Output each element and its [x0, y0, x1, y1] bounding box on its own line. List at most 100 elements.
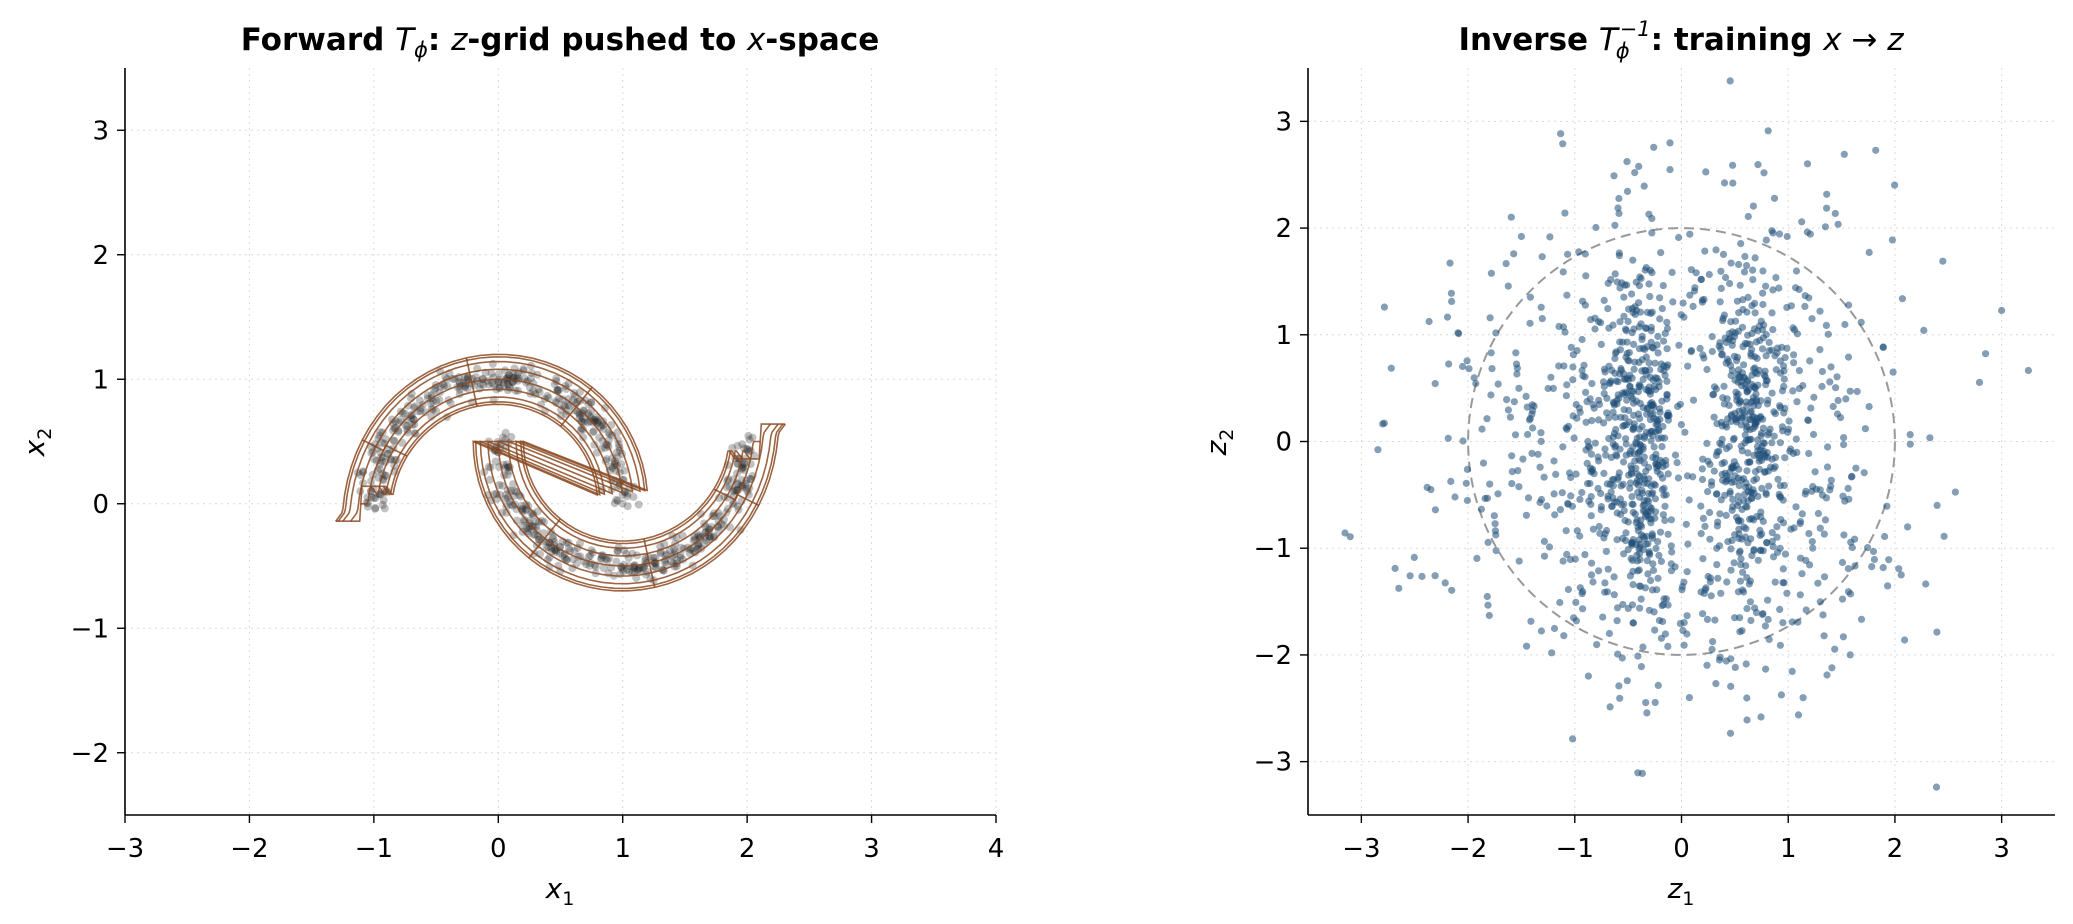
right-scatter-point: [1564, 585, 1572, 594]
right-scatter-point: [1581, 250, 1589, 258]
right-scatter-point: [1608, 476, 1616, 484]
right-scatter-point: [1821, 223, 1829, 231]
left-scatter-point: [503, 493, 512, 502]
pushed-grid-line: [735, 423, 786, 460]
right-scatter-point: [1707, 592, 1715, 600]
right-scatter-point: [1709, 390, 1718, 398]
right-scatter-point: [1448, 586, 1456, 594]
left-scatter-point: [746, 474, 755, 483]
left-scatter-point: [551, 548, 560, 557]
left-scatter-point: [512, 505, 521, 514]
right-scatter-point: [1879, 343, 1887, 351]
right-scatter-point: [1691, 284, 1699, 292]
right-scatter-point: [1794, 711, 1803, 719]
right-scatter-point: [1726, 489, 1734, 498]
right-scatter-point: [1776, 544, 1784, 552]
right-scatter-point: [1717, 267, 1725, 275]
right-scatter-point: [1492, 329, 1500, 337]
left-scatter-point: [506, 500, 515, 509]
left-scatter-point: [380, 504, 389, 513]
right-scatter-point: [1975, 378, 1984, 386]
right-scatter-point: [1816, 598, 1824, 606]
right-scatter-point: [1487, 349, 1495, 357]
right-scatter-point: [1721, 421, 1729, 429]
right-scatter-point: [1716, 510, 1724, 518]
right-scatter-point: [1512, 360, 1521, 368]
right-scatter-point: [1740, 588, 1748, 596]
left-scatter-point: [577, 424, 586, 433]
right-scatter-point: [1601, 579, 1609, 587]
right-scatter-point: [1708, 347, 1716, 356]
right-scatter-point: [1573, 414, 1581, 422]
right-scatter-point: [1486, 314, 1494, 322]
right-scatter-point: [1744, 497, 1752, 505]
right-scatter-point: [1675, 341, 1683, 349]
left-scatter-point: [580, 417, 589, 426]
left-scatter-point: [628, 568, 637, 577]
left-scatter-point: [407, 411, 416, 420]
right-scatter-point: [1779, 519, 1788, 527]
left-scatter-point: [476, 380, 485, 389]
right-scatter-point: [1776, 439, 1784, 447]
right-scatter-point: [1611, 221, 1619, 229]
right-scatter-point: [1593, 641, 1601, 649]
right-scatter-point: [1483, 592, 1491, 601]
right-scatter-point: [1723, 578, 1731, 586]
left-scatter-point: [640, 563, 648, 572]
left-scatter-point: [613, 453, 622, 462]
pushed-grid-line: [337, 356, 739, 545]
right-scatter-point: [1570, 614, 1578, 622]
right-scatter-point: [1729, 503, 1737, 511]
right-scatter-point: [1787, 525, 1795, 533]
left-scatter-point: [455, 385, 464, 394]
left-scatter-point: [694, 530, 703, 539]
right-scatter-point: [1652, 454, 1660, 462]
right-title: Inverse Tϕ−1: training x → z: [1458, 17, 1904, 63]
right-scatter-point: [1536, 498, 1544, 507]
right-scatter-point: [1445, 360, 1453, 368]
right-scatter-point: [1478, 425, 1486, 433]
right-scatter-point: [1374, 446, 1382, 454]
right-scatter-point: [1768, 529, 1776, 537]
right-scatter-point: [1597, 489, 1605, 498]
right-scatter-point: [1801, 302, 1809, 310]
right-scatter-point: [1743, 503, 1751, 511]
right-scatter-point: [1733, 513, 1741, 521]
right-scatter-point: [1728, 536, 1736, 545]
left-scatter-point: [743, 444, 752, 453]
right-scatter-point: [1630, 340, 1638, 348]
left-scatter-point: [521, 506, 530, 515]
left-scatter-point: [672, 562, 681, 571]
right-scatter-point: [1796, 520, 1804, 528]
right-scatter-point: [1684, 362, 1692, 370]
right-scatter-point: [1627, 470, 1636, 478]
left-scatter-point: [564, 544, 573, 553]
right-scatter-point: [1697, 275, 1705, 284]
right-scatter-point: [1729, 495, 1737, 504]
right-scatter-point: [1629, 619, 1637, 627]
right-scatter-point: [1636, 441, 1644, 449]
right-scatter-point: [1785, 417, 1793, 425]
right-scatter-point: [1759, 267, 1767, 275]
right-scatter-point: [1826, 486, 1834, 494]
left-scatter-point: [606, 462, 615, 471]
right-scatter-point: [1821, 516, 1830, 524]
right-scatter-point: [1759, 289, 1767, 297]
right-scatter-point: [1491, 520, 1499, 528]
right-scatter-point: [1623, 677, 1631, 685]
right-scatter-point: [1639, 643, 1647, 651]
right-scatter-point: [1746, 598, 1754, 606]
left-scatter-point: [427, 412, 436, 421]
right-scatter-point: [1701, 522, 1709, 531]
right-scatter-point: [1582, 272, 1590, 280]
right-scatter-point: [1630, 411, 1638, 419]
right-scatter-point: [1897, 571, 1905, 579]
right-scatter-point: [1418, 572, 1426, 581]
left-scatter-point: [463, 375, 471, 384]
left-scatter-point: [375, 465, 384, 474]
right-scatter-point: [1853, 387, 1861, 396]
right-scatter-point: [1654, 538, 1662, 546]
right-scatter-point: [1743, 605, 1751, 613]
right-scatter-point: [1951, 488, 1959, 496]
right-scatter-point: [1552, 470, 1560, 478]
